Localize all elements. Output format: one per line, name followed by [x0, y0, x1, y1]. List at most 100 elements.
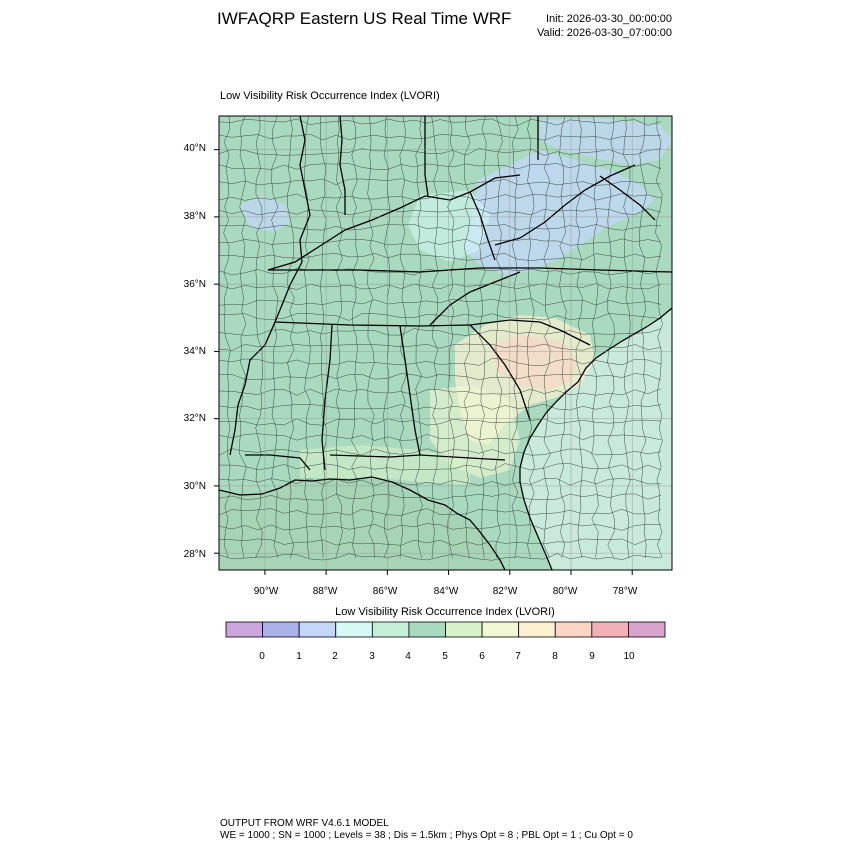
boundary-35n-line — [274, 321, 471, 327]
coastline — [219, 476, 506, 570]
county-line — [219, 388, 662, 396]
county-line — [335, 116, 343, 559]
county-line — [367, 116, 375, 559]
county-line — [543, 116, 551, 559]
lon-tick-label: 84°W — [434, 586, 459, 597]
colorbar-box — [262, 621, 300, 638]
colorbar-label: 2 — [332, 651, 338, 662]
lat-tick-label: 30°N — [184, 481, 206, 492]
county-line — [219, 493, 662, 501]
lon-tick-labels: 90°W 88°W 86°W 84°W 82°W 80°W 78°W — [254, 586, 638, 597]
colorbar-label: 3 — [369, 651, 375, 662]
lat-tick-label: 40°N — [184, 143, 206, 154]
county-line — [219, 268, 662, 276]
county-line — [219, 433, 662, 441]
colorbar-box — [335, 621, 373, 638]
county-line — [219, 343, 662, 351]
county-line — [219, 223, 661, 231]
county-line — [219, 163, 662, 170]
county-line — [463, 116, 471, 559]
footer-config-line: WE = 1000 ; SN = 1000 ; Levels = 38 ; Di… — [220, 830, 633, 841]
boundary-in-il — [339, 116, 346, 215]
colorbar-box — [591, 621, 629, 638]
county-line — [223, 116, 231, 559]
footer-model-line: OUTPUT FROM WRF V4.6.1 MODEL — [220, 818, 389, 829]
county-line — [639, 116, 647, 559]
boundary-ms-al — [321, 324, 333, 471]
colorbar-label: 10 — [623, 651, 635, 662]
county-line — [219, 208, 662, 216]
axis-ticks — [214, 149, 633, 575]
lat-tick-label: 38°N — [184, 211, 206, 222]
state-boundaries — [219, 116, 672, 570]
county-line — [219, 148, 662, 156]
county-line — [219, 328, 662, 336]
county-line — [511, 116, 519, 559]
colorbar-title: Low Visibility Risk Occurrence Index (LV… — [335, 606, 555, 618]
county-line — [303, 116, 311, 559]
lon-tick-label: 88°W — [313, 586, 338, 597]
county-line — [575, 116, 583, 559]
county-line — [415, 116, 423, 559]
colorbar-label: 9 — [589, 651, 595, 662]
county-line — [219, 403, 662, 411]
county-line — [351, 116, 359, 559]
county-line — [219, 253, 662, 261]
county-line — [623, 116, 631, 559]
boundary-in-oh — [424, 116, 429, 197]
zone-georgia-mid — [430, 385, 520, 478]
boundary-nc-sc — [469, 319, 591, 346]
county-line — [239, 116, 247, 559]
colorbar-label: 1 — [296, 651, 302, 662]
colorbar-box — [408, 621, 446, 638]
county-line — [219, 478, 662, 486]
boundary-md-va — [599, 175, 656, 221]
county-line — [219, 238, 662, 246]
lon-tick-label: 86°W — [373, 586, 398, 597]
colorbar-label: 7 — [515, 651, 521, 662]
lon-tick-label: 80°W — [553, 586, 578, 597]
lat-tick-label: 32°N — [184, 413, 206, 424]
county-line — [219, 313, 662, 321]
lat-tick-label: 34°N — [184, 346, 206, 357]
colorbar-box — [628, 621, 666, 638]
boundary-ky-wv — [469, 191, 496, 261]
county-line — [219, 358, 662, 366]
colorbar-label: 4 — [405, 651, 411, 662]
boundary-ga-sc — [469, 324, 531, 421]
county-line — [559, 116, 567, 559]
map-field-label: Low Visibility Risk Occurrence Index (LV… — [220, 90, 440, 102]
colorbar-label: 5 — [442, 651, 448, 662]
county-line — [219, 298, 662, 306]
map-frame — [218, 115, 673, 571]
colorbar-label: 0 — [259, 651, 265, 662]
county-line — [591, 116, 599, 559]
county-line — [527, 116, 535, 559]
boundary-wv-va — [494, 164, 636, 246]
gulf-of-mexico — [219, 477, 505, 570]
county-line — [495, 116, 503, 559]
county-line — [383, 116, 391, 559]
county-line — [219, 133, 662, 141]
county-line — [219, 418, 662, 426]
lon-tick-label: 90°W — [254, 586, 279, 597]
boundary-tn-nc — [429, 271, 521, 326]
county-line — [431, 116, 439, 559]
boundary-al-ga — [399, 325, 421, 456]
colorbar-box — [481, 621, 520, 638]
valid-time: Valid: 2026-03-30_07:00:00 — [537, 27, 672, 39]
colorbar-box — [554, 621, 593, 638]
county-line — [655, 116, 663, 559]
lat-tick-labels: 40°N 38°N 36°N 34°N 32°N 30°N 28°N — [184, 143, 206, 560]
county-line — [219, 193, 662, 201]
init-time: Init: 2026-03-30_00:00:00 — [546, 13, 672, 25]
colorbar-boxes — [225, 621, 666, 638]
county-line — [219, 553, 662, 561]
county-line — [255, 116, 263, 559]
boundary-la-ms — [245, 454, 311, 471]
colorbar-box — [225, 621, 263, 638]
lon-tick-label: 82°W — [493, 586, 518, 597]
boundary-ohio-river — [267, 174, 521, 271]
